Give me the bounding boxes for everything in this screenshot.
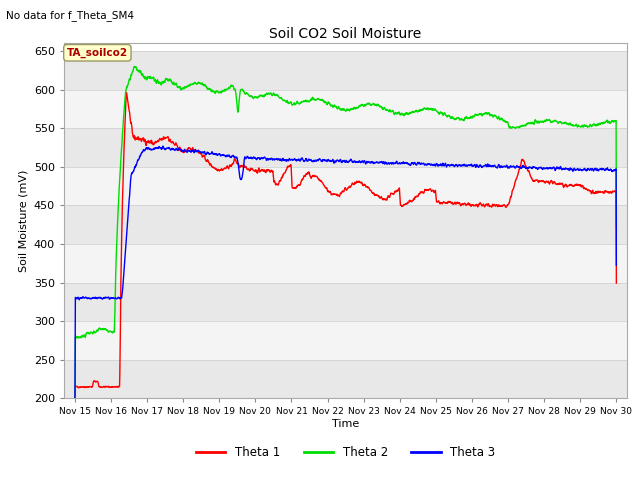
Title: Soil CO2 Soil Moisture: Soil CO2 Soil Moisture	[269, 27, 422, 41]
Bar	[64, 205, 627, 244]
Bar	[64, 167, 627, 205]
Text: TA_soilco2: TA_soilco2	[67, 48, 128, 58]
Bar	[64, 283, 627, 321]
Bar	[64, 360, 627, 398]
Bar	[64, 244, 627, 283]
Bar	[64, 321, 627, 360]
Bar	[64, 128, 627, 167]
Legend: Theta 1, Theta 2, Theta 3: Theta 1, Theta 2, Theta 3	[191, 441, 500, 464]
Bar	[64, 90, 627, 128]
Text: No data for f_Theta_SM4: No data for f_Theta_SM4	[6, 10, 134, 21]
X-axis label: Time: Time	[332, 419, 359, 429]
Y-axis label: Soil Moisture (mV): Soil Moisture (mV)	[19, 169, 28, 272]
Bar	[64, 51, 627, 90]
